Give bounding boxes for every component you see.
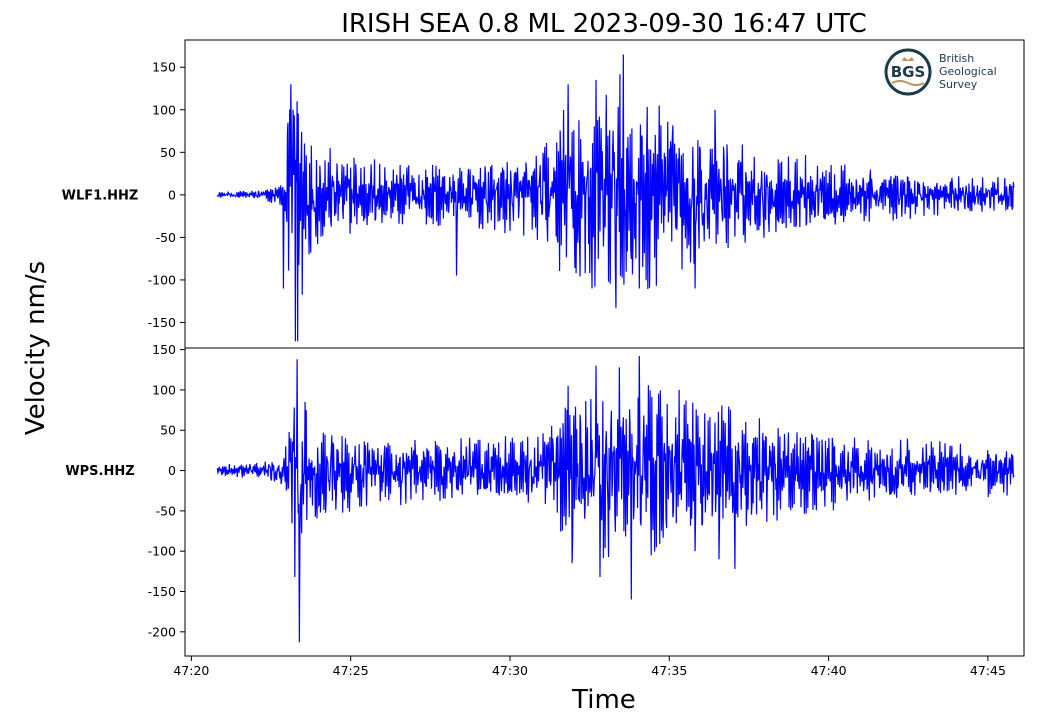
y-tick-label: 0 (168, 463, 176, 478)
y-tick-label: -150 (148, 315, 176, 330)
y-tick-label: 150 (152, 60, 176, 75)
y-tick-label: -50 (156, 230, 176, 245)
logo-line-1: British (939, 52, 974, 65)
logo-line-2: Geological (939, 65, 997, 78)
y-tick-label: -100 (148, 544, 176, 559)
y-tick-label: 100 (152, 382, 176, 397)
y-axis-label: Velocity nm/s (21, 261, 51, 435)
panel-frame (184, 347, 1025, 657)
y-tick-label: 50 (160, 145, 176, 160)
bgs-logo: BGS British Geological Survey (884, 48, 997, 96)
x-tick-label: 47:45 (970, 663, 1006, 678)
chart-title: IRISH SEA 0.8 ML 2023-09-30 16:47 UTC (341, 9, 867, 39)
x-tick-label: 47:20 (173, 663, 209, 678)
x-tick-label: 47:30 (492, 663, 528, 678)
y-tick-label: 50 (160, 423, 176, 438)
y-tick-label: 0 (168, 187, 176, 202)
station-label: WPS.HHZ (65, 464, 134, 479)
y-tick-label: -150 (148, 584, 176, 599)
station-label: WLF1.HHZ (62, 188, 139, 203)
y-tick-label: -50 (156, 503, 176, 518)
panel-wlf1: 150 100 50 0 -50 -100 -150 WLF1.HHZ (62, 39, 1025, 349)
x-tick-label: 47:25 (333, 663, 369, 678)
y-tick-label: -100 (148, 272, 176, 287)
x-tick-label: 47:40 (811, 663, 847, 678)
logo-ring (884, 48, 932, 96)
trace-line-1 (216, 356, 1015, 643)
y-tick-label: 150 (152, 342, 176, 357)
x-axis-label: Time (571, 685, 636, 715)
x-axis-ticks: 47:20 47:25 47:30 47:35 47:40 47:45 (173, 656, 1006, 678)
y-tick-label: -200 (148, 624, 176, 639)
trace-line-0 (216, 54, 1015, 342)
x-tick-label: 47:35 (651, 663, 687, 678)
logo-crown-icon (902, 57, 914, 61)
panel-wps: 150 100 50 0 -50 -100 -150 -200 WPS.HHZ (65, 342, 1025, 657)
logo-initials: BGS (891, 63, 926, 81)
logo-line-3: Survey (939, 78, 978, 91)
logo-waves-icon (891, 80, 925, 86)
y-tick-label: 100 (152, 102, 176, 117)
